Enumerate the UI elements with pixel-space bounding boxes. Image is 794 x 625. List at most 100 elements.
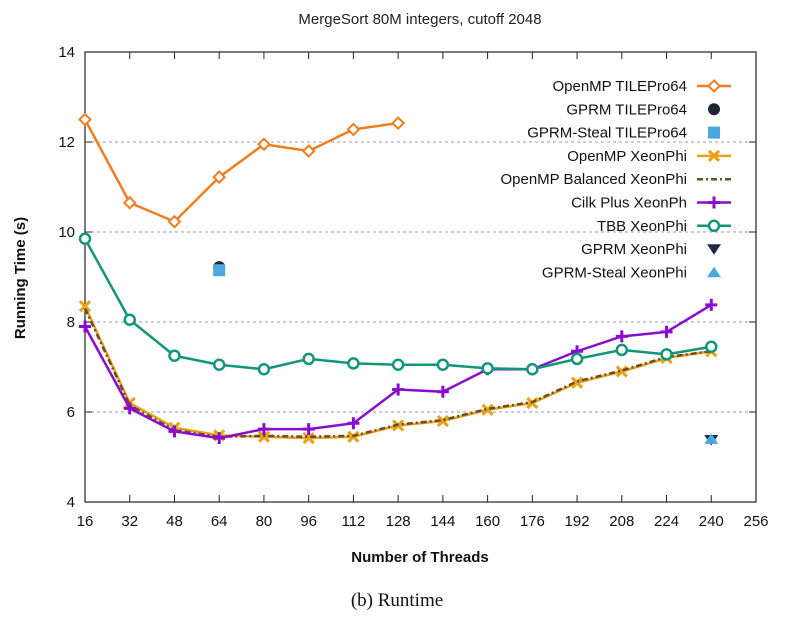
data-point xyxy=(78,232,92,245)
series-1 xyxy=(78,112,406,229)
chart-title: MergeSort 80M integers, cutoff 2048 xyxy=(298,11,541,28)
data-point xyxy=(704,433,719,444)
legend-marker xyxy=(708,103,720,116)
legend-marker xyxy=(708,126,720,139)
legend-label: TBB XeonPhi xyxy=(597,218,687,235)
data-point xyxy=(167,214,182,229)
legend-marker xyxy=(707,149,721,163)
data-point xyxy=(660,348,673,361)
x-tick-label: 224 xyxy=(654,513,679,530)
data-point xyxy=(391,116,406,131)
y-tick-label: 10 xyxy=(58,224,75,241)
data-point xyxy=(570,376,584,389)
legend-entry: GPRM-Steal XeonPhi xyxy=(542,264,721,281)
x-tick-label: 144 xyxy=(430,513,455,530)
y-tick-label: 14 xyxy=(58,44,75,61)
data-point xyxy=(257,137,271,152)
legend-label: Cilk Plus XeonPh xyxy=(571,195,687,212)
legend-entry: GPRM-Steal TILEPro64 xyxy=(527,125,720,142)
legend-label: GPRM-Steal TILEPro64 xyxy=(527,125,687,142)
data-point xyxy=(615,343,629,357)
tick-labels: 4 6 8 10 12 14 16 32 48 64 80 96 112 128 144 160 176 192 2… xyxy=(58,44,768,530)
data-point xyxy=(660,325,673,338)
data-point xyxy=(123,402,136,415)
legend-label: GPRM-Steal XeonPhi xyxy=(542,264,687,281)
data-point xyxy=(212,358,226,371)
series-line xyxy=(83,305,712,440)
data-point xyxy=(705,340,718,353)
data-point xyxy=(615,365,628,378)
series-5 xyxy=(83,307,712,438)
series-3 xyxy=(213,264,226,277)
legend-entry: TBB XeonPhi xyxy=(597,218,731,235)
legend-entry: GPRM TILEPro64 xyxy=(566,101,720,118)
data-point xyxy=(213,264,226,277)
x-axis-label: Number of Threads xyxy=(351,549,489,566)
x-tick-label: 96 xyxy=(300,513,317,530)
data-point xyxy=(570,352,584,366)
x-tick-label: 112 xyxy=(341,513,365,530)
data-point xyxy=(78,112,92,127)
x-tick-label: 160 xyxy=(475,513,500,530)
data-point xyxy=(436,358,450,371)
y-tick-label: 6 xyxy=(67,404,75,421)
data-point xyxy=(481,362,494,375)
data-point xyxy=(392,383,405,396)
plot-frame xyxy=(84,51,757,503)
data-point xyxy=(526,363,539,376)
legend-marker xyxy=(707,266,721,278)
legend-label: GPRM XeonPhi xyxy=(581,241,687,258)
legend-entry: Cilk Plus XeonPh xyxy=(571,195,731,212)
x-tick-label: 64 xyxy=(211,513,228,530)
series-7 xyxy=(78,232,718,376)
x-tick-label: 192 xyxy=(565,513,590,530)
data-point xyxy=(168,349,181,362)
legend-entry: GPRM XeonPhi xyxy=(581,241,721,258)
legend-label: GPRM TILEPro64 xyxy=(566,101,687,118)
series-layer xyxy=(78,112,719,446)
legend-entry: OpenMP TILEPro64 xyxy=(552,78,731,95)
grid-lines xyxy=(85,141,756,413)
data-point xyxy=(123,313,136,326)
data-point xyxy=(347,357,360,370)
data-point xyxy=(301,144,316,158)
data-point xyxy=(436,385,449,398)
x-tick-label: 256 xyxy=(743,513,768,530)
data-point xyxy=(302,352,315,366)
y-tick-label: 4 xyxy=(67,494,75,511)
x-tick-label: 208 xyxy=(609,513,634,530)
legend-marker xyxy=(707,219,721,233)
data-point xyxy=(347,417,360,430)
data-point xyxy=(213,432,226,445)
x-tick-label: 176 xyxy=(520,513,545,530)
data-point xyxy=(122,195,137,210)
data-point xyxy=(481,403,494,416)
data-point xyxy=(78,300,92,313)
legend-marker xyxy=(708,196,720,209)
data-point xyxy=(346,122,361,137)
x-tick-label: 128 xyxy=(386,513,411,530)
data-point xyxy=(615,330,628,343)
legend-entry: OpenMP Balanced XeonPhi xyxy=(500,171,731,188)
x-tick-label: 32 xyxy=(121,513,138,530)
data-point xyxy=(257,363,271,376)
series-6 xyxy=(79,298,718,445)
data-point xyxy=(436,414,449,428)
data-point xyxy=(391,358,405,371)
y-tick-label: 12 xyxy=(58,134,75,151)
legend: OpenMP TILEPro64 GPRM TILEPro64 GPRM-Steal… xyxy=(500,78,731,281)
series-9 xyxy=(704,433,719,444)
series-line xyxy=(83,307,712,438)
data-point xyxy=(302,423,315,436)
series-line xyxy=(83,118,399,223)
data-point xyxy=(212,170,227,185)
x-tick-label: 48 xyxy=(166,513,183,530)
x-tick-label: 80 xyxy=(256,513,273,530)
figure-caption: (b) Runtime xyxy=(351,590,443,611)
legend-marker xyxy=(707,79,721,93)
legend-label: OpenMP XeonPhi xyxy=(567,148,687,165)
data-point xyxy=(257,423,270,436)
data-point xyxy=(705,298,718,311)
axes xyxy=(84,51,757,503)
legend-label: OpenMP Balanced XeonPhi xyxy=(500,171,687,188)
